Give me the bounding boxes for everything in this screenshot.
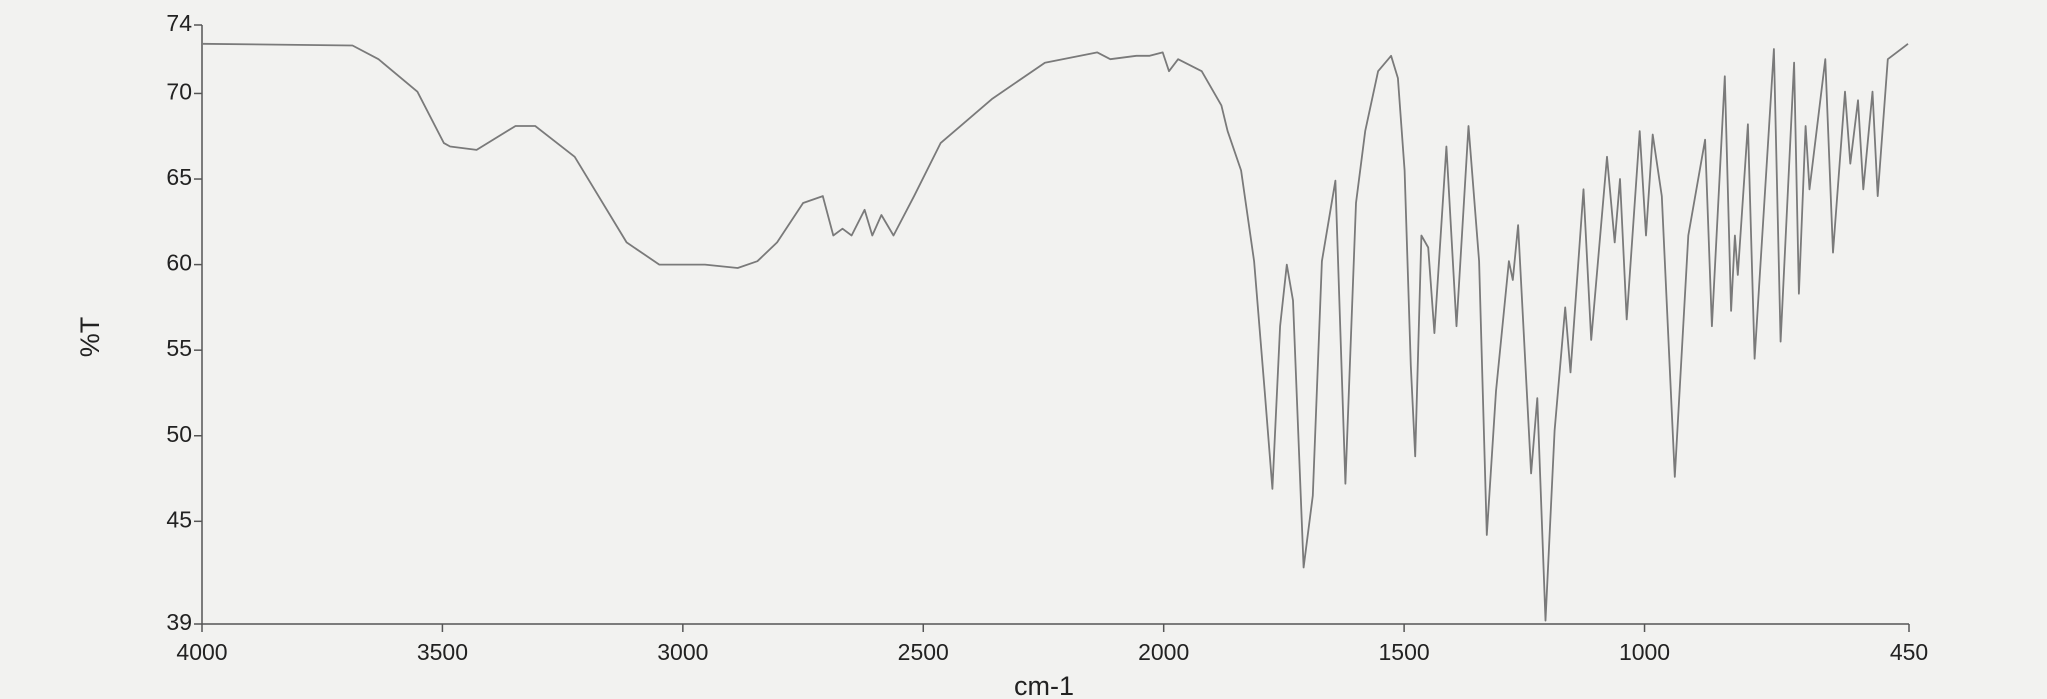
x-tick-label: 2500	[898, 639, 949, 665]
x-tick-label: 3500	[417, 639, 468, 665]
y-tick-label: 45	[166, 506, 192, 532]
y-tick-label: 50	[166, 421, 192, 447]
x-tick-label: 4000	[176, 639, 227, 665]
y-tick-label: 65	[166, 164, 192, 190]
y-tick-label: 74	[166, 10, 192, 36]
x-tick-label: 1000	[1619, 639, 1670, 665]
x-tick-label: 2000	[1138, 639, 1189, 665]
x-tick-label: 450	[1890, 639, 1928, 665]
x-tick-label: 1500	[1379, 639, 1430, 665]
spectrum-line	[201, 42, 1909, 622]
x-axis-label: cm-1	[1014, 671, 1074, 699]
x-tick-label: 3000	[657, 639, 708, 665]
y-axis-label: %T	[75, 317, 105, 358]
y-tick-label: 55	[166, 335, 192, 361]
y-tick-label: 60	[166, 250, 192, 276]
y-tick-label: 39	[166, 609, 192, 635]
y-tick-label: 70	[166, 79, 192, 105]
